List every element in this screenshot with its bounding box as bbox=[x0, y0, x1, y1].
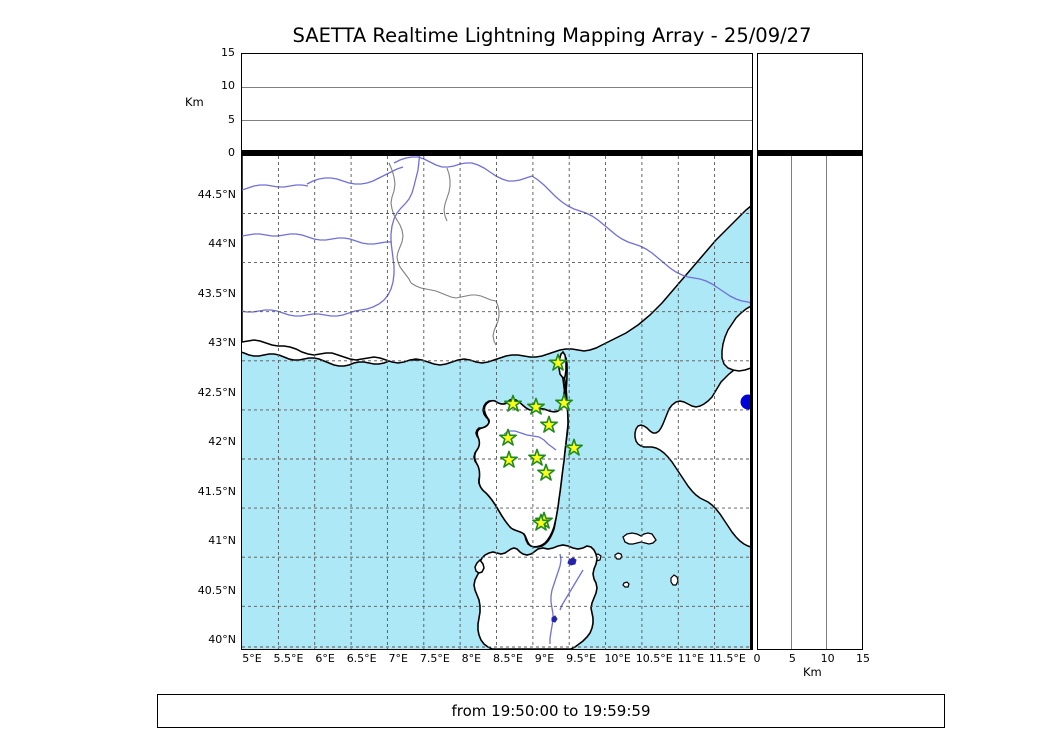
coastline-sardinia-west bbox=[474, 558, 485, 574]
lat-tick-44.5: 44.5°N bbox=[197, 187, 236, 201]
lat-tick-43.5: 43.5°N bbox=[197, 286, 236, 300]
altitude-tick-0: 0 bbox=[228, 146, 235, 159]
map-panel[interactable] bbox=[241, 153, 753, 650]
gridline-km-5 bbox=[791, 156, 792, 649]
river-sardinia-1 bbox=[549, 553, 562, 644]
gridline-km-10 bbox=[826, 156, 827, 649]
lon-tick-7: 7°E bbox=[388, 652, 408, 665]
landmass-italy bbox=[634, 363, 750, 548]
range-axis-label: Km bbox=[803, 665, 822, 679]
coastline-provence bbox=[242, 156, 750, 366]
lat-tick-40: 40°N bbox=[208, 633, 236, 647]
lon-tick-10: 10°E bbox=[604, 652, 631, 665]
cape-corse bbox=[558, 350, 567, 380]
river-lake-sardinia-2 bbox=[551, 615, 558, 623]
lat-tick-40.5: 40.5°N bbox=[197, 583, 236, 597]
lon-tick-8: 8°E bbox=[461, 652, 482, 665]
gridline-alt-5 bbox=[242, 119, 752, 121]
altitude-histogram-panel bbox=[757, 53, 863, 153]
river-north-2 bbox=[242, 184, 309, 191]
river-rhone bbox=[242, 156, 421, 317]
island-pianosa bbox=[614, 552, 623, 560]
lat-tick-42.5: 42.5°N bbox=[197, 385, 236, 399]
latitude-altitude-panel bbox=[757, 153, 863, 650]
island-sardinia bbox=[473, 544, 598, 649]
range-tick-15: 15 bbox=[856, 652, 870, 665]
range-tick-0: 0 bbox=[753, 652, 761, 665]
altitude-tick-5: 5 bbox=[228, 112, 235, 126]
range-tick-5: 5 bbox=[788, 652, 796, 665]
river-sardinia-2 bbox=[559, 569, 584, 611]
lat-tick-41.5: 41.5°N bbox=[197, 484, 236, 498]
map-gridlines bbox=[242, 156, 750, 649]
altitude-axis-label: Km bbox=[185, 95, 204, 109]
admin-border-1 bbox=[388, 162, 412, 284]
lon-tick-9: 9°E bbox=[534, 652, 555, 665]
admin-border-2 bbox=[410, 282, 497, 302]
lon-tick-10.5: 10.5°E bbox=[635, 652, 673, 665]
map-canvas[interactable] bbox=[242, 156, 751, 649]
altitude-tick-10: 10 bbox=[221, 79, 235, 93]
lat-tick-42: 42°N bbox=[208, 435, 236, 449]
lon-tick-11: 11°E bbox=[677, 652, 705, 665]
altitude-tick-15: 15 bbox=[221, 46, 235, 59]
time-range-text: from 19:50:00 to 19:59:59 bbox=[451, 702, 651, 720]
lon-tick-11.5: 11.5°E bbox=[708, 652, 746, 665]
lon-tick-5: 5°E bbox=[242, 652, 262, 665]
river-durance bbox=[393, 156, 533, 182]
lat-tick-41: 41°N bbox=[208, 534, 236, 548]
admin-border-3 bbox=[492, 300, 500, 346]
lat-tick-43: 43°N bbox=[208, 336, 236, 350]
admin-border-4 bbox=[443, 167, 451, 222]
river-north-3 bbox=[242, 233, 392, 245]
island-elba bbox=[622, 532, 657, 545]
altitude-longitude-panel bbox=[241, 53, 753, 153]
lon-tick-8.5: 8.5°E bbox=[492, 652, 523, 665]
time-range-box: from 19:50:00 to 19:59:59 bbox=[157, 694, 945, 728]
island-montecristo bbox=[622, 581, 630, 588]
lat-tick-44: 44°N bbox=[208, 237, 236, 251]
lon-tick-6.5: 6.5°E bbox=[346, 652, 377, 665]
lon-tick-7.5: 7.5°E bbox=[419, 652, 450, 665]
lightning-event-dot[interactable] bbox=[740, 394, 751, 410]
lon-tick-6: 6°E bbox=[315, 652, 335, 665]
lon-tick-9.5: 9.5°E bbox=[566, 652, 597, 665]
river-corsica bbox=[503, 430, 557, 451]
page-title: SAETTA Realtime Lightning Mapping Array … bbox=[292, 24, 812, 47]
range-tick-10: 10 bbox=[820, 652, 835, 665]
lon-tick-5.5: 5.5°E bbox=[273, 652, 304, 665]
river-lake-sardinia bbox=[567, 557, 577, 566]
coastline-italy-upper bbox=[721, 305, 750, 372]
gridline-alt-10 bbox=[242, 86, 752, 88]
island-giglio bbox=[670, 574, 679, 586]
